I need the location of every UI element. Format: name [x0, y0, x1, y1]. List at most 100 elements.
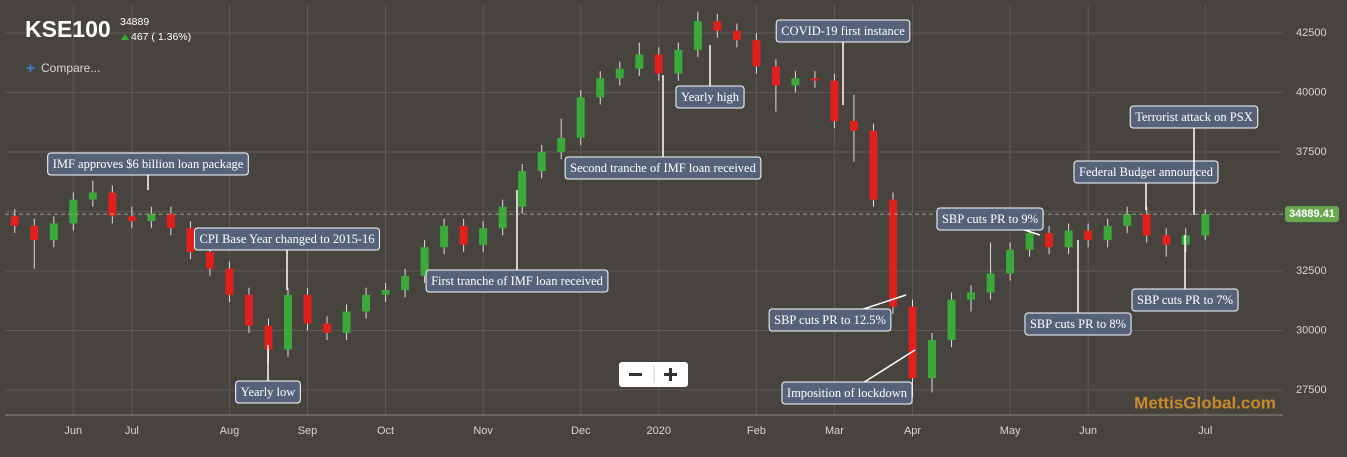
candle-body	[947, 299, 956, 341]
annotation: IMF approves $6 billion loan package	[47, 152, 249, 190]
annotation-box	[1024, 312, 1132, 336]
annotation: COVID-19 first instance	[775, 19, 911, 105]
annotation: Imposition of lockdown	[781, 349, 916, 405]
annotation: Yearly low	[235, 345, 301, 404]
candle-body	[362, 294, 371, 312]
annotation-box	[47, 152, 249, 176]
annotation-box	[675, 85, 745, 109]
x-tick-label: May	[1000, 425, 1021, 437]
watermark: MettisGlobal.com	[1134, 393, 1276, 412]
candle-body	[440, 225, 449, 248]
candle-body	[713, 21, 722, 31]
candle-body	[596, 78, 605, 98]
candle-body	[986, 273, 995, 293]
candle-body	[674, 49, 683, 74]
annotation-box	[194, 227, 380, 251]
candle-body	[849, 121, 858, 131]
annotation-box	[781, 381, 913, 405]
zoom-out[interactable]	[629, 373, 642, 376]
candle-body	[69, 199, 78, 224]
symbol: KSE100	[25, 16, 111, 42]
x-tick-label: Jun	[1079, 425, 1097, 437]
candle-body	[10, 216, 19, 226]
x-tick-label: Dec	[571, 425, 591, 437]
annotation-label: Terrorist attack on PSX	[1135, 110, 1253, 124]
x-tick-label: 2020	[647, 425, 671, 437]
candle-body	[1084, 230, 1093, 241]
candle-body	[88, 192, 97, 200]
x-tick-label: Nov	[473, 425, 493, 437]
annotation-label: Federal Budget announced	[1079, 165, 1214, 179]
candle-body	[557, 137, 566, 153]
candle-body	[401, 275, 410, 291]
candle-body	[186, 228, 195, 252]
annotation-box	[235, 380, 301, 404]
candle-body	[869, 130, 878, 200]
x-tick-label: Jul	[1198, 425, 1212, 437]
candle-body	[830, 80, 839, 122]
annotation: SBP cuts PR to 7%	[1131, 235, 1239, 312]
annotation: SBP cuts PR to 9%	[936, 207, 1044, 236]
y-tick-label: 32500	[1296, 265, 1327, 277]
candle-body	[537, 152, 546, 172]
candle-body	[1201, 214, 1210, 236]
x-tick-label: Sep	[298, 425, 318, 437]
y-tick-label: 37500	[1296, 146, 1327, 158]
x-tick-label: Jul	[125, 425, 139, 437]
zoom-in-bar[interactable]	[669, 368, 672, 381]
zoom-controls	[619, 362, 688, 387]
x-tick-label: Feb	[747, 425, 766, 437]
candle-body	[635, 54, 644, 69]
annotation-box	[1129, 105, 1259, 129]
candle-body	[576, 97, 585, 138]
change: 467 ( 1.36%)	[131, 31, 191, 43]
candle-body	[732, 30, 741, 41]
candle-body	[381, 290, 390, 295]
last-price-box	[1285, 206, 1339, 223]
candle-body	[420, 247, 429, 276]
candle-body	[147, 213, 156, 222]
candle-body	[108, 192, 117, 217]
candle-body	[459, 225, 468, 245]
candle-body	[1142, 213, 1151, 236]
candle-body	[693, 21, 702, 50]
annotation-label: COVID-19 first instance	[781, 24, 905, 38]
annotation-label: IMF approves $6 billion loan package	[53, 157, 244, 171]
candle-body	[771, 66, 780, 86]
annotation-box	[775, 19, 911, 43]
annotation-label: First tranche of IMF loan received	[431, 274, 604, 288]
annotation-label: Second tranche of IMF loan received	[570, 161, 756, 175]
candle-body	[967, 292, 976, 300]
x-tick-label: Oct	[377, 425, 394, 437]
x-tick-label: Jun	[64, 425, 82, 437]
annotation-box	[564, 156, 762, 180]
annotation-label: CPI Base Year changed to 2015-16	[200, 232, 375, 246]
candle-body	[166, 213, 175, 229]
x-tick-label: Mar	[825, 425, 844, 437]
annotation-label: Imposition of lockdown	[787, 386, 908, 400]
x-tick-label: Aug	[220, 425, 240, 437]
compare-icon[interactable]: +	[26, 60, 35, 77]
annotation-label: SBP cuts PR to 12.5%	[774, 313, 886, 327]
last-price-label: 34889.41	[1289, 208, 1335, 220]
annotation: SBP cuts PR to 8%	[1024, 240, 1132, 336]
annotation-box	[425, 269, 609, 293]
candle-body	[49, 223, 58, 241]
candle-body	[479, 228, 488, 245]
annotation: First tranche of IMF loan received	[425, 190, 609, 293]
candle-body	[1045, 232, 1054, 248]
candle-body	[225, 268, 234, 295]
y-tick-label: 42500	[1296, 27, 1327, 39]
candle-body	[810, 78, 819, 81]
candle-body	[928, 340, 937, 379]
candle-body	[323, 323, 332, 333]
y-tick-label: 30000	[1296, 324, 1327, 336]
compare[interactable]: Compare...	[41, 61, 100, 75]
candle-body	[1006, 249, 1015, 274]
candle-body	[244, 294, 253, 326]
candle-body	[205, 251, 214, 269]
candle-body	[264, 325, 273, 350]
annotation-box	[1131, 288, 1239, 312]
candle-body	[615, 68, 624, 79]
